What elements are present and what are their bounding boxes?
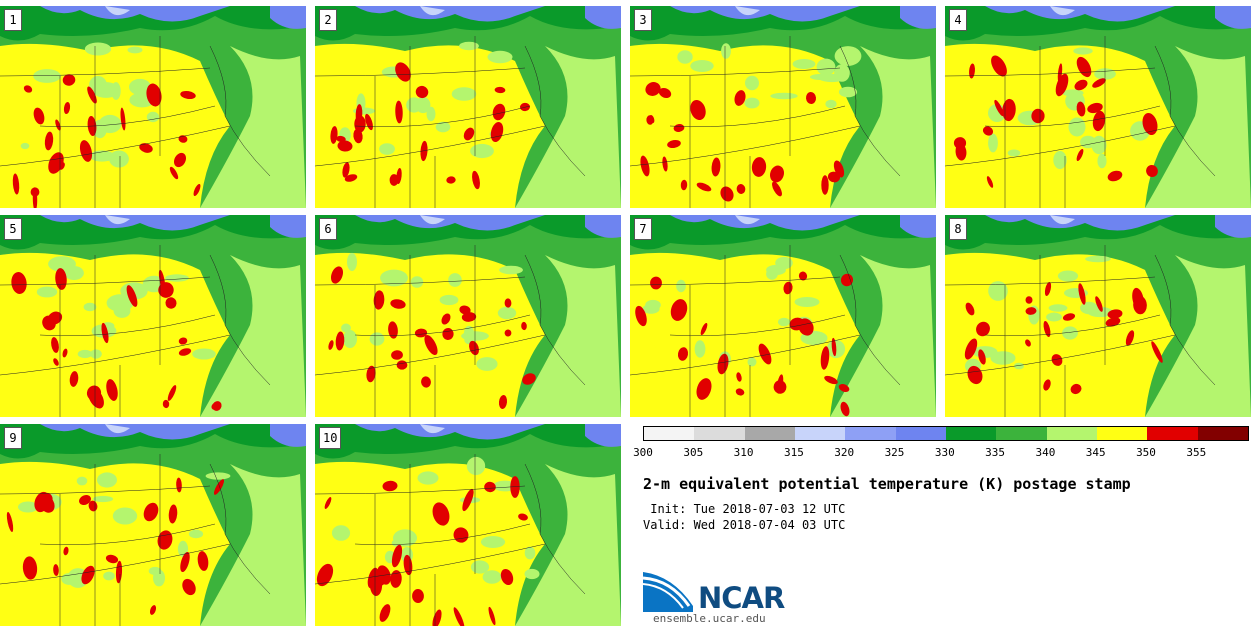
colorbar-segment xyxy=(1096,427,1148,440)
colorbar-tick-label: 335 xyxy=(985,446,1006,459)
colorbar-segment xyxy=(845,427,896,440)
member-number-label: 7 xyxy=(634,218,652,240)
colorbar-segment xyxy=(794,427,846,440)
member-number-label: 8 xyxy=(949,218,967,240)
colorbar-segment xyxy=(945,427,997,440)
member-number-label: 3 xyxy=(634,9,652,31)
member-panel: 6 xyxy=(315,215,621,417)
map-field xyxy=(315,6,621,208)
colorbar-tick-label: 305 xyxy=(683,446,704,459)
colorbar-tick-label: 310 xyxy=(733,446,754,459)
map-field xyxy=(945,215,1251,417)
map-field xyxy=(315,215,621,417)
init-time: Init: Tue 2018-07-03 12 UTC xyxy=(643,502,846,516)
member-number-label: 1 xyxy=(4,9,22,31)
member-number-label: 2 xyxy=(319,9,337,31)
colorbar-tick-label: 340 xyxy=(1035,446,1056,459)
colorbar-segment xyxy=(1147,427,1198,440)
colorbar xyxy=(643,426,1249,441)
map-field xyxy=(0,6,306,208)
member-number-label: 9 xyxy=(4,427,22,449)
member-number-label: 6 xyxy=(319,218,337,240)
member-panel: 2 xyxy=(315,6,621,208)
colorbar-segment xyxy=(744,427,795,440)
colorbar-segment xyxy=(644,427,695,440)
colorbar-tick-label: 300 xyxy=(633,446,653,459)
member-panel: 10 xyxy=(315,424,621,626)
plot-title: 2-m equivalent potential temperature (K)… xyxy=(643,475,1131,493)
colorbar-tick-label: 345 xyxy=(1085,446,1106,459)
site-url: ensemble.ucar.edu xyxy=(653,612,766,625)
colorbar-tick-label: 320 xyxy=(834,446,855,459)
member-panel: 3 xyxy=(630,6,936,208)
ncar-logo-icon xyxy=(643,572,693,612)
member-number-label: 10 xyxy=(319,427,342,449)
colorbar-segment xyxy=(1197,427,1248,440)
map-field xyxy=(630,6,936,208)
colorbar-tick-label: 315 xyxy=(783,446,804,459)
ncar-logo-text: NCAR xyxy=(698,581,785,615)
colorbar-segment xyxy=(1046,427,1097,440)
valid-time: Valid: Wed 2018-07-04 03 UTC xyxy=(643,518,846,532)
map-field xyxy=(315,424,621,626)
member-number-label: 5 xyxy=(4,218,22,240)
colorbar-segment xyxy=(895,427,946,440)
member-number-label: 4 xyxy=(949,9,967,31)
member-panel: 5 xyxy=(0,215,306,417)
member-panel: 9 xyxy=(0,424,306,626)
member-panel: 7 xyxy=(630,215,936,417)
member-panel: 4 xyxy=(945,6,1251,208)
map-field xyxy=(0,424,306,626)
colorbar-segment xyxy=(694,427,745,440)
map-field xyxy=(0,215,306,417)
colorbar-tick-label: 330 xyxy=(934,446,955,459)
map-field xyxy=(945,6,1251,208)
member-panel: 1 xyxy=(0,6,306,208)
colorbar-tick-label: 350 xyxy=(1136,446,1156,459)
map-field xyxy=(630,215,936,417)
colorbar-segment xyxy=(996,427,1047,440)
colorbar-tick-label: 325 xyxy=(884,446,905,459)
colorbar-tick-label: 355 xyxy=(1186,446,1207,459)
member-panel: 8 xyxy=(945,215,1251,417)
